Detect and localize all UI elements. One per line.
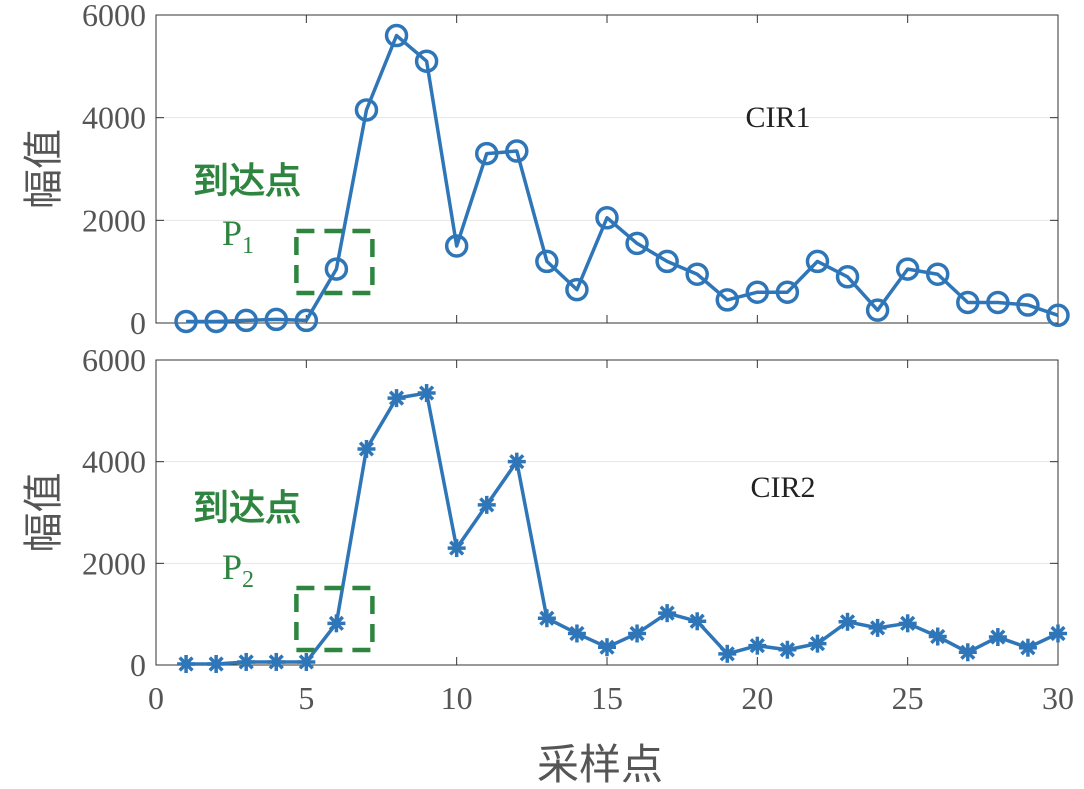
data-point [264, 307, 289, 332]
data-point [177, 654, 196, 673]
data-point [958, 643, 977, 662]
series-line [186, 391, 1059, 666]
data-point [986, 290, 1010, 315]
data-point [1016, 293, 1040, 317]
data-point [748, 636, 767, 655]
data-point [204, 309, 228, 334]
data-point [628, 624, 647, 643]
data-point [354, 98, 379, 122]
data-point [688, 612, 707, 631]
data-point [1046, 303, 1070, 328]
data-point [207, 654, 226, 673]
data-point [655, 249, 679, 274]
x-tick-label: 10 [441, 680, 473, 716]
arrival-point-label: 到达点 [193, 161, 301, 202]
y-axis-label: 幅值 [21, 473, 67, 553]
arrival-point-box [294, 228, 375, 296]
y-axis-label: 幅值 [21, 129, 67, 209]
y-tick-label: 4000 [82, 100, 146, 136]
data-point [895, 257, 920, 281]
data-point [835, 265, 860, 289]
data-point [567, 624, 586, 643]
data-point [234, 308, 258, 333]
data-point [174, 309, 198, 334]
panel-1: 0 2000 4000 6000 幅值 CIR1 到达点 P1 [21, 0, 1070, 341]
series-label: CIR1 [745, 101, 810, 134]
data-point [537, 609, 556, 628]
data-point [778, 640, 797, 659]
data-point [808, 634, 827, 653]
data-point [417, 384, 436, 403]
y-tick-label: 2000 [82, 202, 146, 238]
data-point [294, 308, 319, 333]
data-point [384, 23, 409, 48]
data-point [838, 612, 857, 631]
data-point [925, 262, 950, 286]
y-tick-label: 2000 [82, 545, 146, 581]
x-axis-label: 采样点 [537, 740, 663, 789]
x-tick-label: 30 [1042, 680, 1074, 716]
arrival-point-symbol: P2 [222, 547, 254, 593]
data-point [387, 389, 406, 408]
data-point [474, 141, 499, 166]
x-tick-label: 25 [892, 680, 924, 716]
data-point [868, 618, 887, 637]
arrival-point-label: 到达点 [193, 488, 301, 529]
y-tick-label: 4000 [82, 444, 146, 480]
data-point [775, 280, 800, 304]
y-tick-label: 6000 [82, 0, 146, 33]
data-point [477, 495, 496, 514]
data-point [237, 652, 256, 671]
data-point [324, 257, 349, 281]
data-point [1018, 638, 1037, 657]
data-point [327, 614, 346, 633]
x-tick-label: 15 [591, 680, 623, 716]
data-point [865, 298, 890, 322]
panel-2: 0 2000 4000 6000 0 5 10 15 20 25 30 幅值 CIR2 到达点 P2 [21, 342, 1074, 716]
y-tick-label: 0 [130, 305, 146, 341]
data-point [598, 638, 616, 657]
data-point [898, 614, 917, 633]
data-point [507, 452, 526, 471]
data-point [658, 604, 677, 623]
data-point [745, 280, 770, 304]
x-tick-label: 0 [148, 680, 164, 716]
data-point [805, 249, 830, 274]
data-point [718, 644, 737, 663]
data-point [685, 262, 709, 286]
data-point [444, 234, 469, 258]
data-point [357, 439, 376, 458]
data-point [928, 627, 947, 646]
y-tick-label: 6000 [82, 342, 146, 378]
data-point [447, 539, 466, 558]
data-point [565, 277, 589, 302]
data-point [715, 288, 740, 312]
x-tick-label: 5 [298, 680, 314, 716]
arrival-point-symbol: P1 [222, 213, 254, 259]
data-point [267, 652, 286, 671]
data-point [956, 290, 980, 315]
data-point [625, 231, 649, 256]
data-point [595, 206, 619, 230]
series-label: CIR2 [750, 471, 815, 504]
x-tick-label: 20 [741, 680, 773, 716]
data-point [535, 249, 559, 274]
data-point [414, 49, 439, 73]
data-point [297, 652, 316, 671]
data-point [505, 139, 529, 163]
arrival-point-box [294, 585, 375, 653]
data-point [988, 628, 1007, 647]
y-tick-label: 0 [130, 647, 146, 683]
data-point [1049, 624, 1067, 643]
